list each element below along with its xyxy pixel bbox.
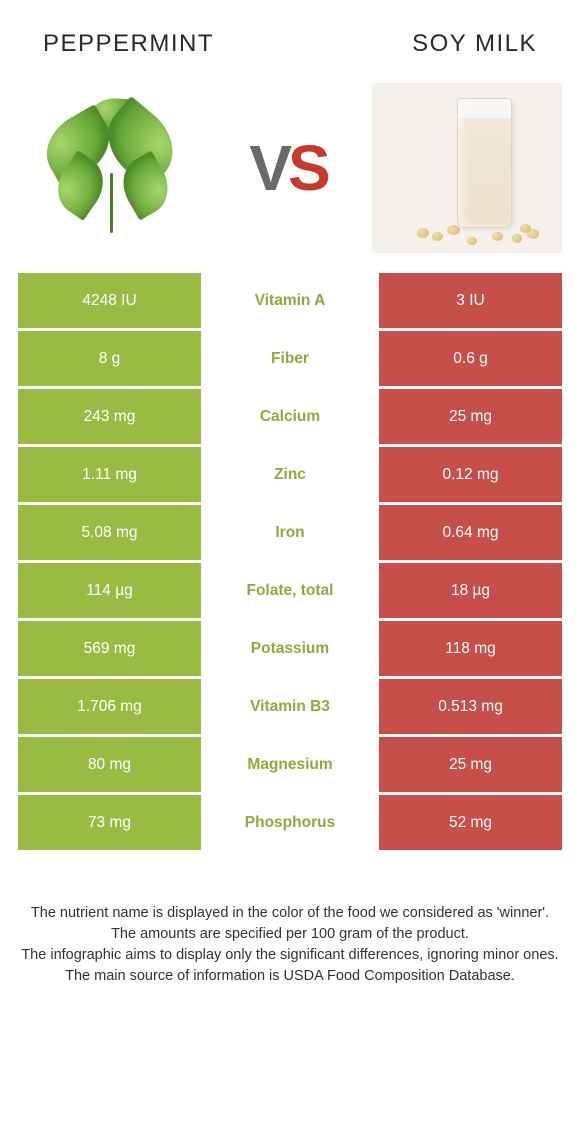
table-row: 73 mgPhosphorus52 mg bbox=[18, 795, 562, 850]
title-left: PEPPERMINT bbox=[43, 30, 214, 58]
table-row: 8 gFiber0.6 g bbox=[18, 331, 562, 386]
table-row: 569 mgPotassium118 mg bbox=[18, 621, 562, 676]
value-left: 80 mg bbox=[18, 737, 201, 792]
nutrient-name: Iron bbox=[201, 505, 379, 560]
vs-s: S bbox=[288, 136, 331, 200]
value-right: 25 mg bbox=[379, 389, 562, 444]
value-right: 52 mg bbox=[379, 795, 562, 850]
table-row: 5.08 mgIron0.64 mg bbox=[18, 505, 562, 560]
table-row: 1.11 mgZinc0.12 mg bbox=[18, 447, 562, 502]
value-right: 0.513 mg bbox=[379, 679, 562, 734]
value-left: 1.706 mg bbox=[18, 679, 201, 734]
value-left: 8 g bbox=[18, 331, 201, 386]
value-left: 5.08 mg bbox=[18, 505, 201, 560]
peppermint-image bbox=[18, 83, 208, 253]
nutrient-name: Folate, total bbox=[201, 563, 379, 618]
nutrient-name: Magnesium bbox=[201, 737, 379, 792]
value-right: 118 mg bbox=[379, 621, 562, 676]
vs-label: V S bbox=[249, 136, 330, 200]
nutrient-name: Vitamin A bbox=[201, 273, 379, 328]
hero-row: V S bbox=[18, 83, 562, 273]
comparison-table: 4248 IUVitamin A3 IU8 gFiber0.6 g243 mgC… bbox=[18, 273, 562, 850]
footnote: The nutrient name is displayed in the co… bbox=[0, 853, 580, 987]
nutrient-name: Phosphorus bbox=[201, 795, 379, 850]
value-right: 0.64 mg bbox=[379, 505, 562, 560]
nutrient-name: Calcium bbox=[201, 389, 379, 444]
value-right: 25 mg bbox=[379, 737, 562, 792]
title-right: SOY MILK bbox=[412, 30, 537, 58]
value-left: 4248 IU bbox=[18, 273, 201, 328]
title-row: PEPPERMINT SOY MILK bbox=[18, 20, 562, 83]
value-right: 3 IU bbox=[379, 273, 562, 328]
value-left: 73 mg bbox=[18, 795, 201, 850]
value-left: 569 mg bbox=[18, 621, 201, 676]
nutrient-name: Vitamin B3 bbox=[201, 679, 379, 734]
nutrient-name: Fiber bbox=[201, 331, 379, 386]
footnote-line: The infographic aims to display only the… bbox=[18, 945, 562, 966]
table-row: 1.706 mgVitamin B30.513 mg bbox=[18, 679, 562, 734]
table-row: 114 µgFolate, total18 µg bbox=[18, 563, 562, 618]
footnote-line: The main source of information is USDA F… bbox=[18, 966, 562, 987]
value-right: 18 µg bbox=[379, 563, 562, 618]
soymilk-image bbox=[372, 83, 562, 253]
vs-v: V bbox=[249, 136, 292, 200]
value-left: 1.11 mg bbox=[18, 447, 201, 502]
footnote-line: The amounts are specified per 100 gram o… bbox=[18, 924, 562, 945]
value-left: 243 mg bbox=[18, 389, 201, 444]
nutrient-name: Potassium bbox=[201, 621, 379, 676]
table-row: 80 mgMagnesium25 mg bbox=[18, 737, 562, 792]
value-right: 0.12 mg bbox=[379, 447, 562, 502]
table-row: 4248 IUVitamin A3 IU bbox=[18, 273, 562, 328]
nutrient-name: Zinc bbox=[201, 447, 379, 502]
table-row: 243 mgCalcium25 mg bbox=[18, 389, 562, 444]
value-left: 114 µg bbox=[18, 563, 201, 618]
footnote-line: The nutrient name is displayed in the co… bbox=[18, 903, 562, 924]
value-right: 0.6 g bbox=[379, 331, 562, 386]
